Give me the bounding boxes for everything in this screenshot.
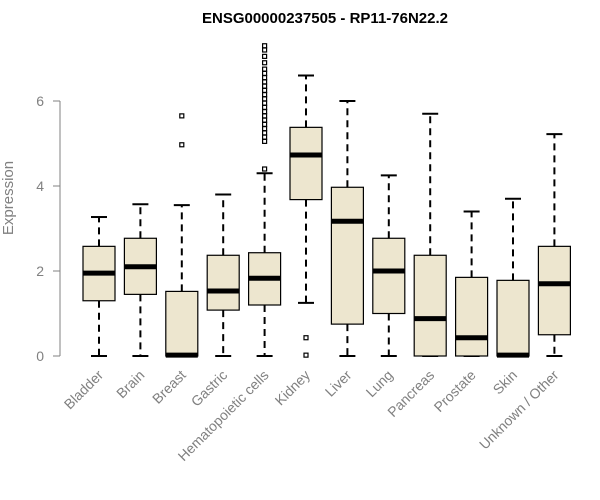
axes: 0 2 4 6: [36, 93, 61, 364]
outlier-point: [262, 66, 268, 72]
box-iqr: [289, 126, 323, 201]
box-iqr: [165, 290, 199, 357]
x-tick-label: Bladder: [61, 367, 107, 413]
outlier-point: [262, 117, 268, 123]
outlier-point: [262, 75, 268, 81]
boxes: [82, 43, 572, 358]
box-group: [289, 74, 323, 358]
box-iqr: [206, 254, 240, 311]
box-iqr: [455, 276, 489, 357]
x-tick-label: Lung: [363, 367, 396, 400]
box-group: [165, 113, 199, 358]
outlier-point: [303, 352, 309, 358]
outlier-point: [262, 134, 268, 140]
x-tick-label: Breast: [149, 367, 189, 407]
box-iqr: [537, 245, 572, 336]
box-group: [537, 133, 572, 357]
outlier-point: [262, 83, 268, 89]
outlier-point: [262, 47, 268, 53]
outlier-point: [262, 126, 268, 132]
box-iqr: [330, 186, 364, 325]
outlier-point: [262, 121, 268, 127]
outlier-point: [262, 92, 268, 98]
outlier-point: [262, 100, 268, 106]
box-group: [496, 197, 530, 358]
box-group: [455, 210, 489, 357]
y-tick-label: 6: [36, 93, 44, 109]
y-tick-label: 2: [36, 263, 44, 279]
outlier-point: [262, 53, 268, 59]
box-iqr: [413, 254, 447, 357]
box-group: [372, 174, 406, 357]
outlier-point: [262, 113, 268, 119]
box-iqr: [496, 279, 530, 357]
y-tick-label: 4: [36, 178, 44, 194]
outlier-point: [262, 79, 268, 85]
chart-title: ENSG00000237505 - RP11-76N22.2: [202, 10, 448, 27]
x-tick-label: Brain: [113, 367, 147, 401]
outlier-point: [262, 87, 268, 93]
outlier-point: [262, 43, 268, 49]
x-tick-label: Liver: [322, 367, 355, 400]
box-group: [413, 112, 447, 357]
outlier-point: [262, 104, 268, 110]
y-axis-label: Expression: [0, 161, 17, 235]
x-tick-label: Prostate: [431, 367, 479, 415]
outlier-point: [262, 130, 268, 136]
outlier-point: [262, 96, 268, 102]
box-group: [248, 43, 282, 357]
outlier-point: [303, 335, 309, 341]
box-group: [123, 203, 158, 357]
x-tick-label: Kidney: [272, 367, 314, 409]
box-group: [206, 193, 240, 357]
outlier-point: [262, 166, 268, 172]
box-iqr: [372, 237, 406, 315]
box-group: [330, 100, 364, 357]
outlier-point: [262, 60, 268, 66]
outlier-point: [262, 109, 268, 115]
x-tick-label: Unknown / Other: [476, 367, 562, 453]
y-tick-label: 0: [36, 348, 44, 364]
outlier-point: [179, 142, 185, 148]
outlier-point: [262, 70, 268, 76]
outlier-point: [262, 138, 268, 144]
outlier-point: [179, 113, 185, 119]
box-group: [82, 216, 116, 357]
x-tick-label: Skin: [490, 367, 521, 398]
